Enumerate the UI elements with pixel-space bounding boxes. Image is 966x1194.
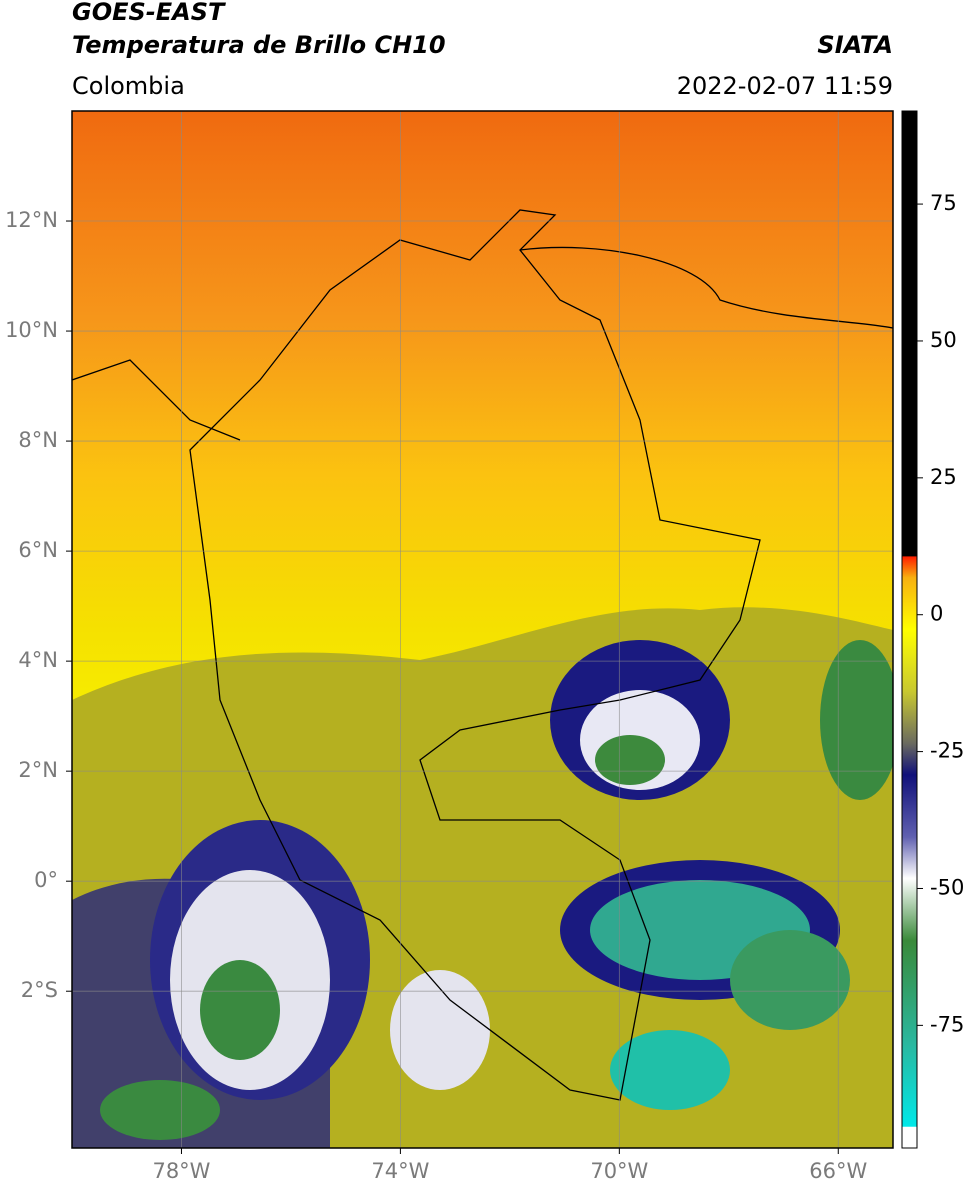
lon-tick-label: 78°W <box>152 1159 210 1183</box>
lat-tick-label: 6°N <box>18 538 58 562</box>
lat-tick-label: 10°N <box>5 318 58 342</box>
grid <box>72 111 893 1148</box>
subtitle: Temperatura de Brillo CH10 <box>72 31 446 59</box>
lat-tick-label: 2°S <box>21 978 58 1002</box>
region: Colombia <box>72 72 185 100</box>
colorbar-tick-label: 75 <box>930 191 957 215</box>
lat-tick-label: 8°N <box>18 428 58 452</box>
datetime: 2022-02-07 11:59 <box>677 72 893 100</box>
colorbar-tick-label: -25 <box>930 739 964 763</box>
colorbar-tick-label: 50 <box>930 328 957 352</box>
lon-tick-label: 74°W <box>371 1159 429 1183</box>
colorbar-tick-label: 25 <box>930 465 957 489</box>
satellite-image <box>72 111 893 1148</box>
source: SIATA <box>817 31 893 59</box>
lat-tick-label: 4°N <box>18 648 58 672</box>
lat-tick-label: 2°N <box>18 758 58 782</box>
colorbar-tick-label: -50 <box>930 875 964 899</box>
lon-tick-label: 70°W <box>590 1159 648 1183</box>
lat-tick-label: 12°N <box>5 208 58 232</box>
title: GOES-EAST <box>72 0 226 26</box>
colorbar-tick-label: -75 <box>930 1012 964 1036</box>
map-frame <box>71 110 894 1149</box>
colorbar <box>901 110 918 1149</box>
lat-tick-label: 0° <box>34 868 58 892</box>
colorbar-tick-label: 0 <box>930 602 943 626</box>
lon-tick-label: 66°W <box>809 1159 867 1183</box>
